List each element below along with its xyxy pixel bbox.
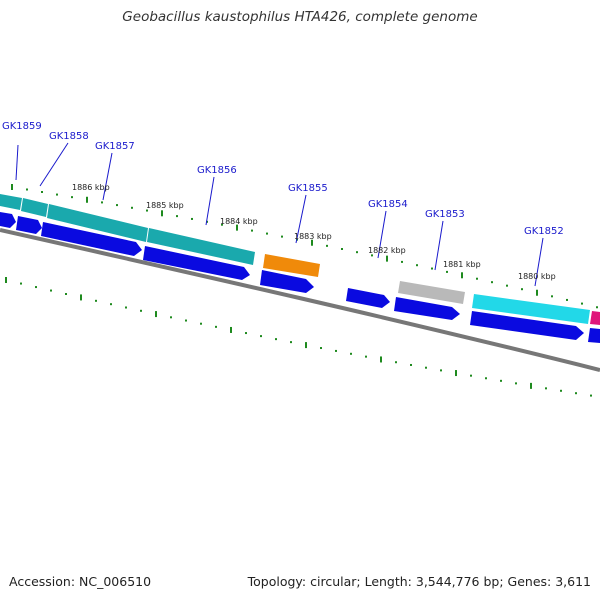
feature-orange-gk1855: [263, 254, 320, 277]
outer-tick-row: [5, 277, 592, 397]
position-labels: 1886 kbp 1885 kbp 1884 kbp 1883 kbp 1882…: [72, 183, 556, 281]
tick-label-1884: 1884 kbp: [220, 217, 258, 226]
inner-tick-row: [11, 184, 598, 309]
gene-label-gk1856: GK1856: [197, 165, 237, 176]
tick-label-1882: 1882 kbp: [368, 246, 406, 255]
gene-label-gk1857: GK1857: [95, 141, 135, 152]
accession-text: Accession: NC_006510: [9, 574, 152, 589]
cds-arrow: [41, 222, 142, 256]
feature-teal-gk1857: [47, 204, 148, 242]
leader-lines: [15, 142, 544, 287]
feature-cyan-gk1852: [472, 294, 590, 324]
cds-arrow: [16, 216, 42, 234]
cds-arrow: [588, 328, 600, 343]
tick-label-1885: 1885 kbp: [146, 201, 184, 210]
genome-backbone: [0, 228, 600, 372]
feature-teal-gk1858: [21, 198, 48, 217]
feature-gray-gk1853: [398, 281, 465, 304]
feature-magenta: [590, 311, 600, 325]
tick-label-1881: 1881 kbp: [443, 260, 481, 269]
map-title: Geobacillus kaustophilus HTA426, complet…: [122, 9, 478, 25]
feature-track: [0, 194, 600, 325]
cds-arrow: [0, 212, 16, 228]
gene-label-gk1852: GK1852: [524, 226, 564, 237]
tick-label-1886: 1886 kbp: [72, 183, 110, 192]
cds-arrow: [260, 270, 314, 293]
gene-label-gk1854: GK1854: [368, 199, 408, 210]
cds-arrow: [346, 288, 390, 308]
gene-label-gk1859: GK1859: [2, 121, 42, 132]
feature-teal-gk1859: [0, 194, 22, 210]
gene-labels: GK1859 GK1858 GK1857 GK1856 GK1855 GK185…: [2, 121, 564, 237]
tick-label-1880: 1880 kbp: [518, 272, 556, 281]
cds-arrow: [394, 297, 460, 320]
gene-label-gk1853: GK1853: [425, 209, 465, 220]
feature-teal-gk1856: [147, 228, 255, 265]
cds-arrow: [143, 246, 250, 280]
cds-track: [0, 212, 600, 343]
tick-label-1883: 1883 kbp: [294, 232, 332, 241]
gene-label-gk1858: GK1858: [49, 131, 89, 142]
genome-summary-text: Topology: circular; Length: 3,544,776 bp…: [247, 574, 591, 589]
cds-arrow: [470, 311, 584, 340]
gene-label-gk1855: GK1855: [288, 183, 328, 194]
